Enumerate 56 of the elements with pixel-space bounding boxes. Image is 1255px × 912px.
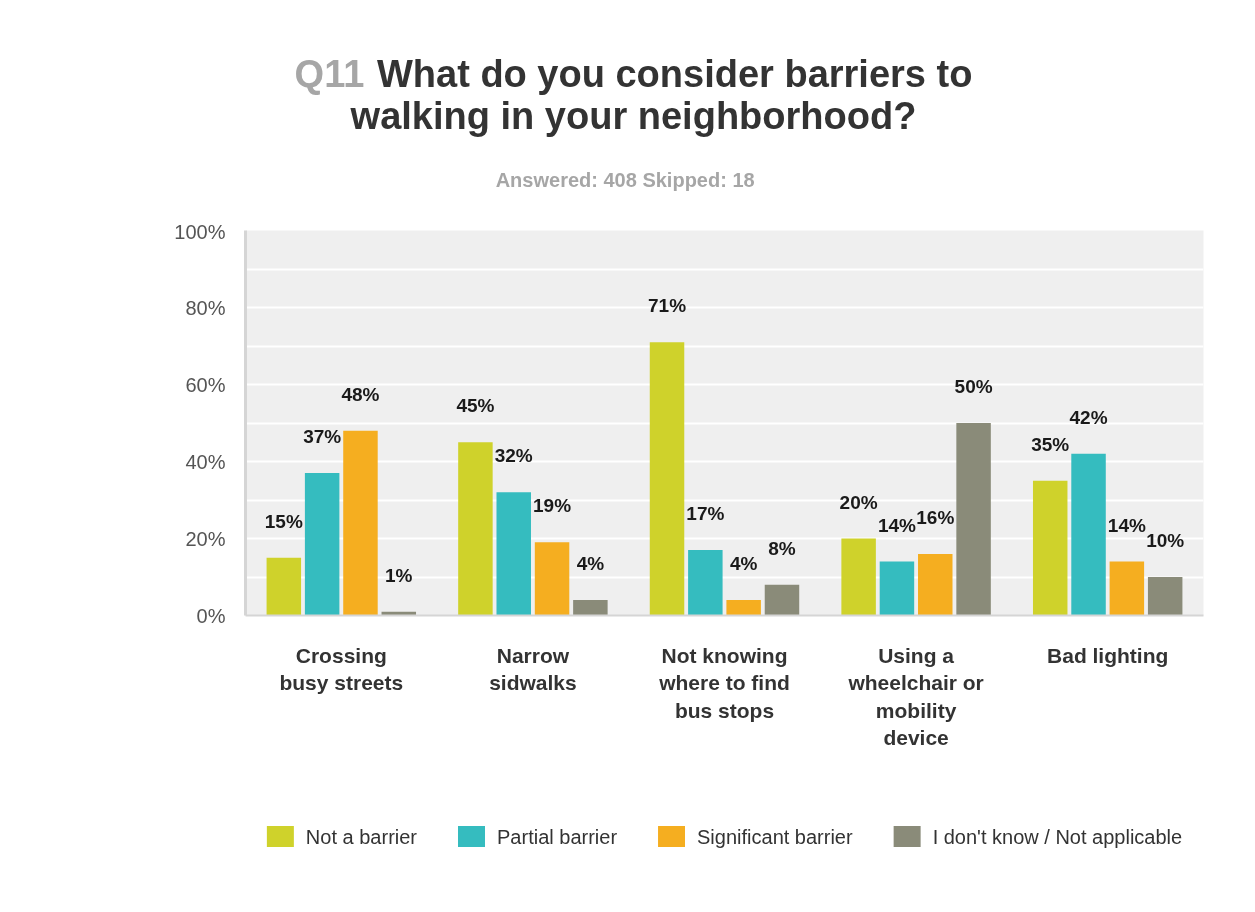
bar	[649, 342, 685, 616]
bar	[1032, 480, 1068, 616]
data-label: 32%	[494, 445, 533, 467]
data-label: 8%	[768, 537, 796, 559]
bar	[534, 542, 570, 616]
data-label: 48%	[341, 383, 380, 405]
data-label: 1%	[385, 564, 413, 586]
bar	[726, 600, 761, 616]
legend-label: Significant barrier	[697, 825, 853, 848]
bar	[1071, 453, 1106, 616]
chart-title: Q11 What do you consider barriers to walking in your neighborhood?	[294, 52, 973, 137]
data-label: 15%	[264, 510, 303, 532]
data-label: 14%	[877, 514, 917, 536]
y-tick-label: 20%	[185, 527, 226, 550]
legend-label: Not a barrier	[305, 825, 418, 848]
data-label: 20%	[839, 491, 878, 513]
y-tick-label: 0%	[196, 604, 226, 627]
data-label: 19%	[533, 495, 572, 517]
x-tick-label: Narrow sidwalks	[489, 643, 577, 695]
x-tick-label: Not knowing where to find bus stops	[658, 643, 790, 722]
bar	[764, 584, 800, 616]
x-tick-label: Crossing busy streets	[279, 643, 404, 695]
bar	[918, 553, 953, 616]
data-label: 45%	[456, 395, 495, 417]
bar	[573, 600, 608, 616]
bar	[304, 473, 340, 616]
y-tick-label: 40%	[185, 450, 226, 473]
data-label: 17%	[686, 503, 725, 525]
y-tick-label: 100%	[174, 220, 226, 243]
legend-label: Partial barrier	[497, 825, 618, 848]
x-tick-label: Using a wheelchair or mobility device	[847, 643, 984, 750]
data-label: 37%	[303, 426, 342, 448]
bar	[879, 561, 915, 616]
data-label: 16%	[916, 506, 955, 528]
bar	[343, 430, 378, 616]
y-tick-label: 80%	[185, 296, 226, 319]
y-tick-label: 60%	[185, 373, 226, 396]
data-label: 4%	[576, 553, 605, 575]
data-label: 35%	[1031, 433, 1070, 455]
data-label: 42%	[1069, 406, 1108, 428]
data-label: 71%	[648, 295, 687, 317]
bar	[688, 550, 723, 616]
bar	[496, 492, 531, 616]
x-tick-label: Bad lighting	[1047, 643, 1169, 667]
bar	[1147, 577, 1183, 616]
data-label: 50%	[954, 376, 993, 397]
bar	[266, 557, 302, 616]
legend-label: I don't know / Not applicable	[932, 825, 1183, 848]
data-label: 10%	[1146, 530, 1185, 551]
bar	[841, 538, 876, 616]
data-label: 4%	[729, 553, 758, 575]
bar	[458, 442, 493, 616]
chart-subtitle: Answered: 408 Skipped: 18	[495, 168, 755, 191]
data-label: 14%	[1107, 514, 1146, 536]
bar	[1109, 561, 1145, 616]
bar	[956, 423, 991, 616]
